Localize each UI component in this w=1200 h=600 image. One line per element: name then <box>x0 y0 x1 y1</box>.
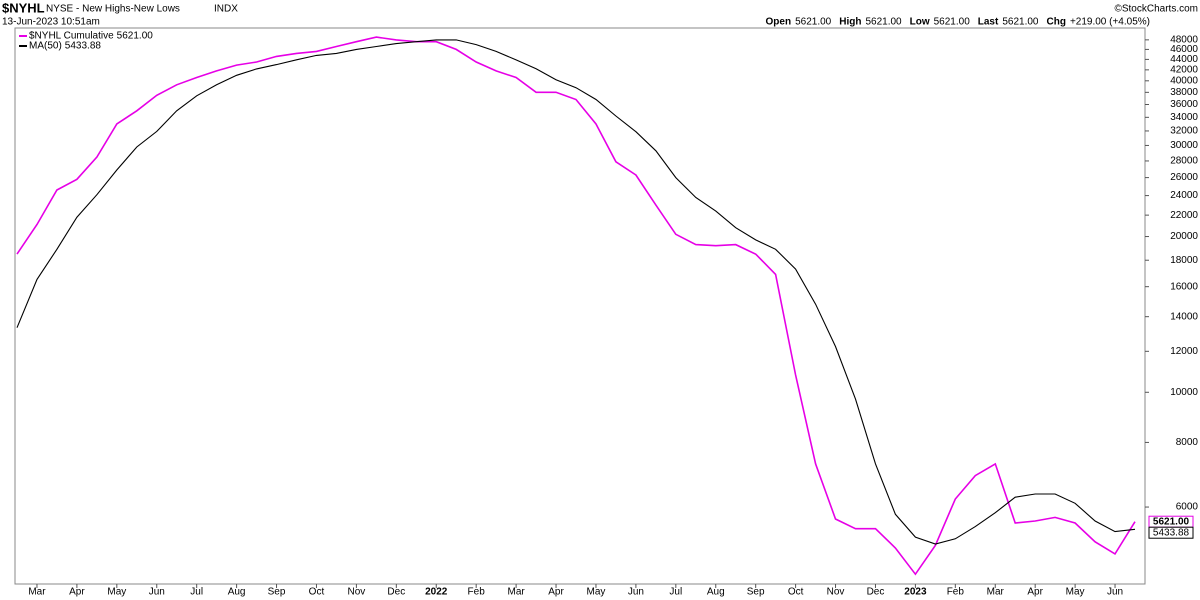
x-tick-label: May <box>107 587 126 598</box>
x-tick-label: Jul <box>190 587 203 598</box>
description: NYSE - New Highs-New Lows <box>46 4 180 15</box>
y-tick-label: 28000 <box>1170 156 1198 167</box>
quote-label: Low <box>910 17 930 28</box>
x-tick-label: Sep <box>268 587 286 598</box>
y-tick-label: 40000 <box>1170 75 1198 86</box>
quote-value: 5621.00 <box>934 17 971 28</box>
y-tick-label: 42000 <box>1170 64 1198 75</box>
quote-label: Chg <box>1046 17 1065 28</box>
plot-frame <box>14 27 1146 585</box>
x-tick-label: Mar <box>987 587 1005 598</box>
x-tick-label: Jun <box>1107 587 1123 598</box>
plot: 6000 8000 10000 12000 14000 16000 18000 20000 22… <box>16 31 1199 598</box>
x-tick-label: Nov <box>347 587 365 598</box>
y-tick-label: 24000 <box>1170 190 1198 201</box>
last-value-label: 5621.00 <box>1153 516 1190 527</box>
quote-value: 5621.00 <box>1002 17 1039 28</box>
y-tick-label: 20000 <box>1170 231 1198 242</box>
last-value-label: 5433.88 <box>1153 527 1190 538</box>
series-line <box>16 36 1136 576</box>
credit: ©StockCharts.com <box>1114 4 1198 15</box>
y-tick-label: 16000 <box>1170 281 1198 292</box>
x-tick-label: May <box>587 587 606 598</box>
x-tick-label: Oct <box>788 587 804 598</box>
series-line <box>16 39 1136 545</box>
x-tick-label: Aug <box>228 587 246 598</box>
exchange: INDX <box>214 4 238 15</box>
x-tick-label: Aug <box>707 587 725 598</box>
y-tick-label: 10000 <box>1170 387 1198 398</box>
symbol: $NYHL <box>2 0 45 15</box>
x-tick-label: Oct <box>309 587 325 598</box>
x-tick-label: Jul <box>669 587 682 598</box>
x-tick-label: Mar <box>28 587 46 598</box>
x-tick-label: Apr <box>1027 587 1043 598</box>
legend-label: $NYHL Cumulative <box>29 31 114 42</box>
y-tick-label: 12000 <box>1170 346 1198 357</box>
y-tick-label: 46000 <box>1170 44 1198 55</box>
y-tick-label: 26000 <box>1170 172 1198 183</box>
y-tick-label: 34000 <box>1170 112 1198 123</box>
quote-label: High <box>839 17 861 28</box>
x-tick-label: Jun <box>149 587 165 598</box>
x-tick-label: Feb <box>947 587 965 598</box>
y-tick-label: 44000 <box>1170 54 1198 65</box>
x-tick-label: Apr <box>69 587 85 598</box>
last-value-box <box>1148 526 1194 539</box>
legend-value: 5621.00 <box>117 31 154 42</box>
x-tick-label: Nov <box>827 587 845 598</box>
y-tick-label: 22000 <box>1170 210 1198 221</box>
x-tick-label: Sep <box>747 587 765 598</box>
x-tick-label: 2022 <box>425 587 448 598</box>
x-tick-label: Dec <box>387 587 405 598</box>
quote-value: +219.00 (+4.05%) <box>1070 17 1150 28</box>
timestamp: 13-Jun-2023 10:51am <box>2 17 100 28</box>
legend-label: MA(50) <box>29 41 62 52</box>
y-tick-label: 32000 <box>1170 126 1198 137</box>
quote-label: Last <box>978 17 999 28</box>
quote-value: 5621.00 <box>795 17 832 28</box>
x-tick-label: Mar <box>507 587 525 598</box>
y-tick-label: 14000 <box>1170 311 1198 322</box>
x-tick-label: 2023 <box>904 587 927 598</box>
y-tick-label: 48000 <box>1170 34 1198 45</box>
x-tick-label: May <box>1066 587 1085 598</box>
x-tick-label: Feb <box>468 587 486 598</box>
quote-label: Open <box>766 17 792 28</box>
x-tick-label: Jun <box>628 587 644 598</box>
y-tick-label: 18000 <box>1170 255 1198 266</box>
y-tick-label: 38000 <box>1170 87 1198 98</box>
x-tick-label: Dec <box>867 587 885 598</box>
y-tick-label: 6000 <box>1176 502 1199 513</box>
quote-value: 5621.00 <box>865 17 902 28</box>
y-tick-label: 30000 <box>1170 140 1198 151</box>
x-tick-label: Apr <box>548 587 564 598</box>
quote: +219.00 (+4.05%)Chg5621.00Last5621.00Low… <box>766 17 1150 28</box>
y-tick-label: 36000 <box>1170 99 1198 110</box>
y-tick-label: 8000 <box>1176 437 1199 448</box>
legend-value: 5433.88 <box>65 41 102 52</box>
